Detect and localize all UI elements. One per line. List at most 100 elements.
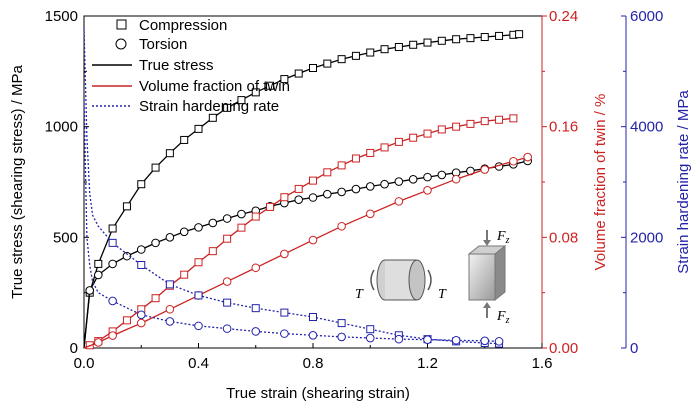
series-point-square (280, 193, 289, 202)
series-point-square (495, 115, 504, 124)
series-point-square (366, 48, 375, 57)
series-point-circle (451, 335, 461, 345)
series-point-circle (136, 245, 146, 254)
series-point-square (515, 30, 524, 39)
series-point-square (137, 180, 146, 189)
series-point-circle (308, 330, 318, 340)
series-point-circle (337, 221, 346, 231)
series-point-circle (208, 218, 218, 228)
legend-compression-marker (116, 19, 127, 30)
x-axis-title: True strain (shearing strain) (226, 385, 410, 402)
series-point-circle (108, 259, 117, 269)
series-point-circle (280, 329, 289, 338)
series-point-square (266, 81, 275, 90)
series-point-square (409, 133, 418, 142)
series-point-square (237, 96, 246, 105)
series-point-square (180, 270, 189, 279)
y-twin-tick-label: 0.24 (549, 8, 578, 25)
series-point-circle (423, 186, 432, 195)
series-point-square (380, 45, 389, 54)
y-hardening-tick-label: 2000 (630, 229, 663, 246)
series-point-square (94, 259, 103, 268)
series-point-circle (380, 179, 389, 189)
series-point-square (151, 163, 160, 172)
series-point-circle (136, 310, 146, 320)
series-point-circle (337, 187, 346, 197)
series-point-square (194, 124, 203, 133)
series-point-square (223, 298, 232, 307)
series-point-square (237, 223, 246, 232)
series-point-circle (136, 318, 146, 328)
series-point-circle (394, 334, 404, 344)
series-point-square (409, 40, 418, 49)
series-point-circle (423, 172, 432, 182)
series-point-square (151, 294, 160, 303)
legend-hardening-label: Strain hardening rate (139, 98, 279, 115)
series-point-circle (194, 223, 203, 232)
series-point-circle (165, 317, 175, 326)
series-line-5 (83, 98, 500, 343)
series-point-circle (365, 333, 375, 343)
series-point-circle (480, 336, 490, 346)
series-point-circle (222, 214, 232, 223)
series-point-square (194, 258, 203, 267)
series-point-square (280, 308, 289, 317)
series-point-circle (222, 277, 232, 286)
series-point-square (452, 35, 461, 44)
series-point-square (251, 304, 260, 313)
series-point-circle (394, 177, 404, 186)
series-point-square (495, 31, 504, 40)
series-point-square (366, 325, 375, 334)
series-point-circle (151, 238, 160, 248)
series-point-circle (494, 337, 504, 346)
legend-compression-label: Compression (139, 17, 227, 34)
series-point-square (337, 161, 346, 170)
series-point-circle (222, 324, 232, 333)
series-point-square (180, 135, 189, 144)
series-point-square (337, 55, 346, 64)
y-twin-tick-label: 0.00 (549, 340, 578, 357)
y-hardening-tick-label: 4000 (630, 119, 663, 136)
x-tick-label: 0.4 (188, 355, 209, 372)
y-hardening-tick-label: 6000 (630, 8, 663, 25)
series-line-2 (83, 117, 514, 349)
series-point-square (165, 280, 174, 289)
series-point-square (223, 234, 232, 243)
legend-torsion-label: Torsion (139, 36, 187, 53)
series-point-square (466, 34, 475, 43)
series-point-circle (108, 296, 117, 306)
series-point-square (337, 319, 346, 328)
series-point-circle (408, 175, 418, 184)
series-point-circle (194, 321, 203, 331)
series-point-circle (394, 197, 404, 206)
x-tick-label: 1.6 (532, 355, 553, 372)
legend-true-stress-label: True stress (139, 57, 213, 74)
series-point-square (208, 113, 217, 122)
series-point-circle (251, 327, 261, 336)
legend-torsion-marker (115, 38, 127, 50)
series-point-square (251, 212, 260, 221)
x-tick-label: 0.0 (74, 355, 95, 372)
series-point-circle (365, 182, 375, 191)
legend: Compression Torsion True stress Volume f… (92, 17, 290, 115)
torque-label-left: T (355, 287, 364, 302)
series-point-circle (323, 189, 332, 199)
series-point-circle (94, 338, 103, 347)
compression-block-front (468, 253, 496, 301)
torque-arrow-left-icon (370, 269, 375, 291)
series-point-square (137, 261, 146, 269)
series-point-square (323, 168, 332, 177)
series-point-circle (294, 195, 303, 205)
series-line-4 (83, 27, 500, 345)
series-point-square (108, 224, 117, 233)
series-point-circle (94, 270, 103, 280)
tick-group: 0.0 0.4 0.8 1.2 1.6 0 500 1000 1500 0.00 0.08 0.16 0… (45, 8, 664, 372)
series-line-1 (83, 160, 528, 349)
force-label-top: Fz (496, 229, 510, 246)
series-point-square (122, 316, 131, 325)
series-point-circle (308, 235, 318, 245)
series-point-square (323, 59, 332, 68)
series-point-square (380, 143, 389, 152)
series-point-square (394, 137, 403, 146)
